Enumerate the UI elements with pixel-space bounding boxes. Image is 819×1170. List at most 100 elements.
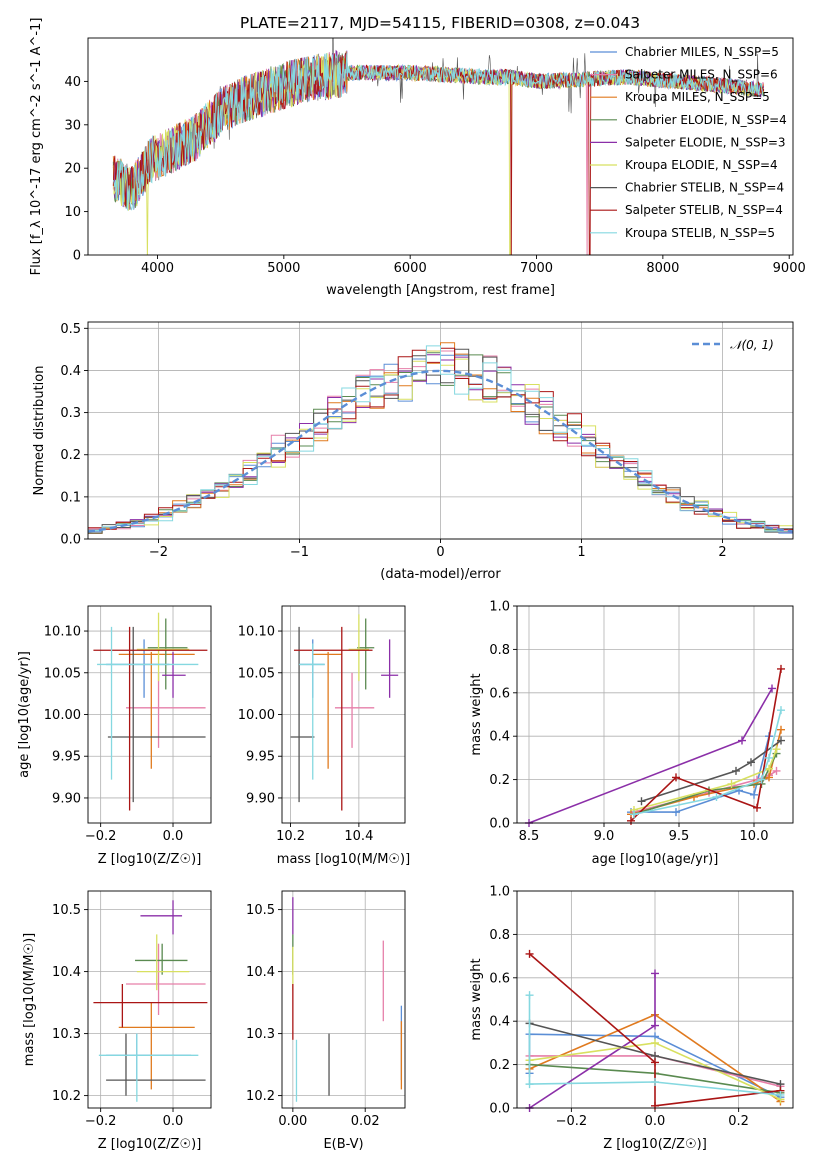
x-tick-label: 1 (577, 545, 585, 560)
Z-age-axes: −0.2 0.0 9.90 9.95 10.00 10.05 10.10 Z [log10(Z… (17, 605, 212, 867)
weight-marker (651, 1021, 659, 1030)
y-tick-label: 1.0 (489, 600, 510, 615)
x-tick-label: 0.00 (278, 1114, 307, 1129)
legend-label: Kroupa MILES, N_SSP=5 (625, 90, 770, 104)
x-tick-label: 8000 (646, 261, 679, 276)
y-tick-label: 10.5 (246, 903, 275, 918)
legend-label: Kroupa STELIB, N_SSP=5 (625, 226, 775, 240)
axes-frame (87, 321, 794, 540)
weight-marker (727, 779, 736, 788)
axes-frame (281, 605, 406, 824)
legend-label: Chabrier MILES, N_SSP=5 (625, 45, 779, 59)
x-tick-label: 6000 (394, 261, 427, 276)
y-axis-label: Normed distribution (32, 366, 47, 496)
weight-marker (630, 810, 638, 819)
x-tick-label: −1 (290, 545, 309, 560)
weight-marker (772, 745, 781, 754)
weight-marker (738, 736, 746, 745)
legend: Chabrier MILES, N_SSP=5 Salpeter MILES, N… (590, 45, 787, 240)
weight-marker (757, 775, 766, 784)
x-axis-label: mass [log10(M/M☉)] (277, 852, 410, 867)
y-axis-label: mass weight (469, 958, 484, 1040)
weight-marker (777, 736, 785, 745)
weight-marker (772, 766, 781, 775)
y-tick-label: 0.2 (489, 773, 510, 788)
weight-marker (765, 764, 773, 773)
x-tick-label: −0.2 (556, 1114, 588, 1129)
weight-marker (777, 725, 785, 734)
weight-marker (712, 792, 721, 801)
weight-marker (525, 1080, 534, 1089)
y-tick-label: 0.6 (489, 686, 510, 701)
y-tick-label: 10 (64, 205, 81, 220)
weight-marker (750, 790, 758, 799)
x-axis-label: wavelength [Angstrom, rest frame] (326, 283, 555, 298)
normal-curve (88, 369, 793, 533)
x-tick-label: 7000 (520, 261, 553, 276)
weight-line (630, 668, 782, 822)
y-tick-label: 40 (64, 75, 81, 90)
weight-marker (651, 1101, 659, 1110)
ebv-mass-axes: 0.00 0.02 10.2 10.3 10.4 10.5 E(B-V) (246, 890, 406, 1152)
weight-marker (651, 1077, 659, 1086)
y-tick-label: 10.10 (44, 625, 81, 640)
y-tick-label: 0.0 (489, 1102, 510, 1117)
legend-label: Salpeter MILES, N_SSP=6 (625, 68, 778, 82)
y-tick-label: 10.05 (44, 666, 81, 681)
weight-marker (753, 803, 761, 812)
axes-frame (516, 890, 794, 1109)
y-tick-label: 0.4 (489, 1015, 510, 1030)
x-tick-label: 9.5 (669, 829, 690, 844)
y-tick-label: 9.95 (52, 750, 81, 765)
x-tick-label: 9000 (773, 261, 806, 276)
figure-title: PLATE=2117, MJD=54115, FIBERID=0308, z=0… (240, 14, 640, 32)
y-tick-label: 0.1 (60, 490, 81, 505)
y-tick-label: 9.90 (52, 791, 81, 806)
mass-age-axes: 10.2 10.4 9.90 9.95 10.00 10.05 10.10 mass [log… (238, 605, 410, 867)
Z-mass-axes: −0.2 0.0 10.2 10.3 10.4 10.5 Z [log10(Z/Z☉)] ma… (22, 890, 212, 1152)
y-tick-label: 0.8 (489, 928, 510, 943)
y-tick-label: 10.05 (238, 666, 275, 681)
weight-marker (777, 706, 785, 715)
y-tick-label: 10.2 (246, 1089, 275, 1104)
x-tick-label: 2 (718, 545, 726, 560)
x-tick-label: 8.5 (519, 829, 540, 844)
x-tick-label: 0.0 (163, 829, 184, 844)
spectrum-axes: 4000 5000 6000 7000 8000 9000 0 10 20 30 40 wavelen… (29, 18, 806, 298)
x-tick-label: 0.2 (728, 1114, 749, 1129)
weight-marker (672, 773, 680, 782)
x-tick-label: 5000 (267, 261, 300, 276)
weight-marker (525, 949, 534, 958)
y-tick-label: 10.10 (238, 625, 275, 640)
x-tick-label: −0.2 (85, 1114, 117, 1129)
weight-marker (768, 684, 776, 693)
y-tick-label: 10.4 (246, 965, 275, 980)
x-tick-label: −0.2 (85, 829, 117, 844)
y-tick-label: 0.0 (60, 533, 81, 548)
y-tick-label: 0.4 (489, 730, 510, 745)
spectrum-line (112, 53, 765, 211)
weight-marker (672, 808, 680, 817)
axes-frame (87, 605, 212, 824)
x-tick-label: 10.4 (344, 829, 373, 844)
y-tick-label: 0.6 (489, 971, 510, 986)
y-tick-label: 0.2 (489, 1058, 510, 1073)
weight-marker (651, 1038, 659, 1047)
y-tick-label: 20 (64, 162, 81, 177)
legend-label: Salpeter STELIB, N_SSP=4 (625, 203, 783, 217)
y-tick-label: 0 (73, 249, 81, 264)
y-tick-label: 9.90 (246, 791, 275, 806)
axes-frame (281, 890, 406, 1109)
y-tick-label: 10.00 (44, 708, 81, 723)
x-axis-label: Z [log10(Z/Z☉)] (98, 852, 202, 867)
weight-marker (732, 766, 740, 775)
weight-line (528, 995, 781, 1096)
Z-mass-weight-axes: −0.2 0.0 0.2 0.0 0.2 0.4 0.6 0.8 1.0 Z [log10(Z/Z… (469, 885, 794, 1152)
y-tick-label: 0.5 (60, 322, 81, 337)
y-tick-label: 9.95 (246, 750, 275, 765)
weight-marker (765, 773, 773, 782)
axes-frame (87, 37, 794, 256)
x-axis-label: E(B-V) (323, 1137, 363, 1152)
x-tick-label: 0.0 (645, 1114, 666, 1129)
y-axis-label: Flux [f_λ 10^-17 erg cm^-2 s^-1 A^-1] (29, 18, 44, 276)
